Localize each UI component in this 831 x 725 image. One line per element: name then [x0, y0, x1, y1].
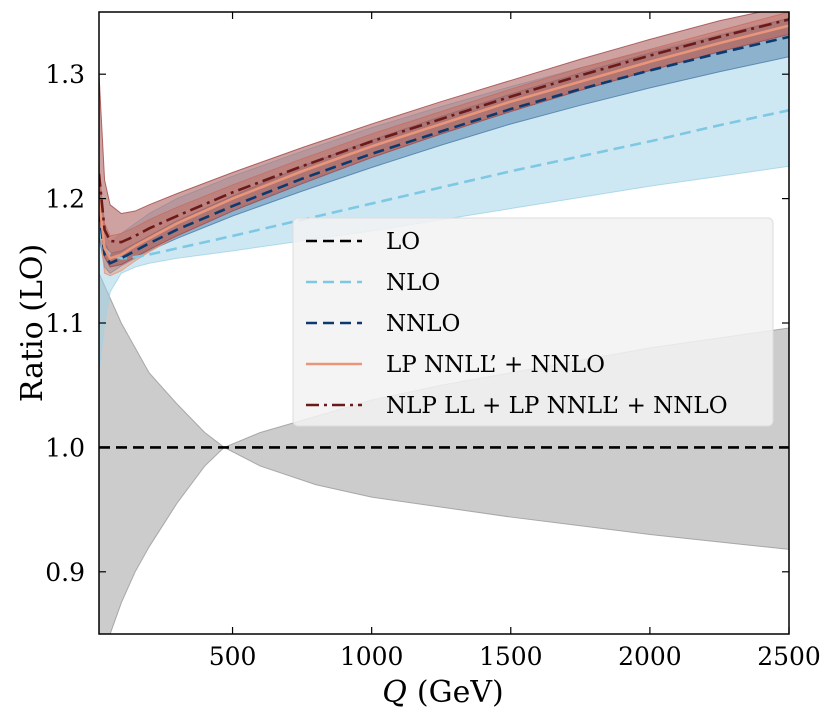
legend-label-lp-nnll-nnlo: LP NNLL’ + NNLO: [386, 352, 605, 378]
legend-label-lo: LO: [386, 229, 420, 255]
y-tick-label: 1.0: [45, 433, 85, 462]
x-tick-label: 2000: [618, 642, 682, 671]
legend-label-nlp-ll-lp-nnll-nnlo: NLP LL + LP NNLL’ + NNLO: [386, 393, 728, 419]
y-axis-label: Ratio (LO): [15, 244, 50, 402]
axis-ticks: 500 1000 1500 2000 2500 0.9 1.0 1.1 1.2 1.3: [45, 12, 821, 671]
legend-label-nlo: NLO: [386, 270, 440, 296]
y-tick-label: 1.2: [45, 185, 85, 214]
line-nlo: [99, 109, 789, 260]
x-axis-label: Q (GeV): [382, 675, 503, 710]
series-lines: [99, 18, 789, 449]
line-nlp-ll-lp-nnll-nnlo: [99, 18, 789, 244]
legend-label-nnlo: NNLO: [386, 311, 460, 337]
x-tick-label: 1000: [340, 642, 404, 671]
band-nlp-ll-lp-nnll-nnlo: [99, 12, 789, 268]
y-tick-label: 1.3: [45, 60, 85, 89]
line-nnlo: [99, 35, 789, 265]
x-tick-label: 1500: [479, 642, 543, 671]
line-lp-nnll-nnlo: [99, 24, 789, 260]
y-tick-label: 0.9: [45, 558, 85, 587]
y-tick-label: 1.1: [45, 309, 85, 338]
legend: LO NLO NNLO LP NNLL’ + NNLO NLP LL + LP NNLL…: [292, 217, 774, 427]
x-tick-label: 500: [209, 642, 257, 671]
legend-box: [292, 217, 774, 427]
plot-frame: [98, 11, 790, 635]
x-tick-label: 2500: [757, 642, 821, 671]
